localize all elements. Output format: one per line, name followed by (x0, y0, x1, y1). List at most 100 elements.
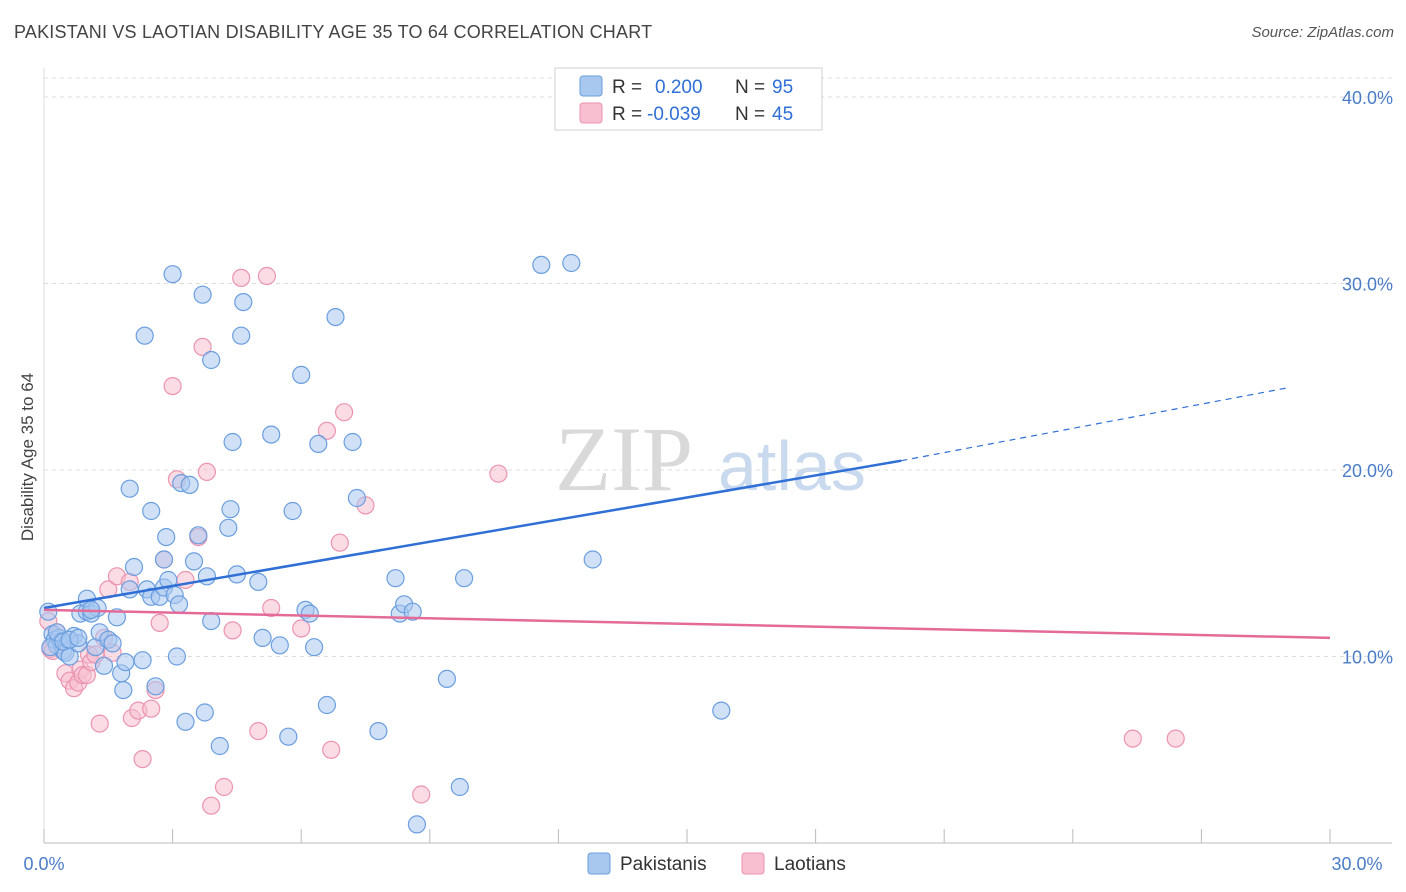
laotian-point (214, 777, 234, 797)
laotian-point (1166, 729, 1185, 748)
pakistani-point (455, 569, 474, 588)
chart-title: PAKISTANI VS LAOTIAN DISABILITY AGE 35 T… (14, 22, 653, 42)
laotian-point (489, 464, 508, 483)
pakistani-point (407, 815, 426, 834)
laotian-points (39, 266, 1185, 815)
pakistani-point (347, 488, 366, 508)
pakistani-point (403, 602, 422, 621)
pakistani-point (437, 669, 456, 689)
pakistani-point (184, 552, 204, 571)
pakistani-point (94, 656, 114, 675)
pakistani-point (146, 677, 165, 696)
y-tick-label: 20.0% (1342, 461, 1393, 481)
pakistani-point (124, 557, 144, 577)
legend-r-label-2: R = (612, 104, 642, 125)
pakistani-point (317, 695, 336, 715)
pakistani-point (157, 527, 176, 547)
legend-n-value-1: 95 (772, 77, 793, 98)
pakistani-trend-line (43, 459, 902, 610)
pakistani-point (133, 651, 152, 670)
pakistani-point (193, 285, 212, 304)
laotian-point (163, 377, 182, 396)
pakistani-point (107, 608, 127, 627)
legend-swatch-pakistani (579, 75, 603, 97)
laotian-point (412, 785, 431, 804)
pakistani-point (103, 634, 122, 653)
pakistani-point (116, 652, 135, 672)
pakistani-point (120, 479, 139, 498)
laotian-point (317, 421, 336, 440)
source-label: Source: ZipAtlas.com (1251, 24, 1394, 41)
y-tick-label: 40.0% (1342, 88, 1393, 108)
watermark-zip: ZIP (555, 408, 693, 510)
pakistani-point (221, 500, 240, 519)
pakistani-point (114, 680, 133, 700)
x-tick-label-max: 30.0% (1331, 854, 1382, 874)
pakistani-point (189, 526, 208, 545)
laotian-point (197, 462, 216, 481)
trend-lines (43, 387, 1331, 640)
pakistani-point (202, 350, 221, 370)
x-ticks (43, 829, 1331, 843)
pakistani-point (159, 570, 178, 590)
pakistani-point (300, 604, 319, 623)
y-tick-label: 10.0% (1342, 648, 1393, 668)
pakistani-point (262, 425, 281, 444)
bottom-legend-laotians: Laotians (774, 854, 846, 875)
pakistani-point (279, 727, 298, 746)
legend-r-label-1: R = (612, 77, 642, 98)
bottom-legend-pakistanis: Pakistanis (620, 854, 707, 875)
pakistani-point (167, 647, 186, 666)
watermark-atlas: atlas (718, 427, 866, 505)
pakistani-point (180, 475, 199, 494)
laotian-point (223, 621, 242, 640)
pakistani-point (270, 636, 289, 655)
pakistani-point (202, 611, 221, 631)
pakistani-point (154, 550, 174, 569)
bottom-legend-swatch-laotian (741, 852, 765, 875)
grid (44, 77, 1392, 657)
pakistani-points (39, 253, 731, 834)
laotian-point (232, 268, 251, 287)
pakistani-point (369, 721, 388, 741)
pakistani-trend-extension (901, 387, 1288, 462)
pakistani-point (450, 777, 469, 797)
pakistani-point (163, 265, 182, 284)
pakistani-point (583, 550, 602, 569)
pakistani-point (343, 432, 362, 452)
laotian-point (90, 714, 109, 733)
bottom-legend-swatch-pakistani (587, 852, 611, 875)
pakistani-point (219, 518, 238, 537)
laotian-trend-line (43, 608, 1331, 640)
pakistani-point (253, 628, 272, 648)
pakistani-point (232, 326, 251, 345)
bottom-legend: Pakistanis Laotians (587, 852, 846, 875)
pakistani-point (386, 569, 405, 588)
laotian-point (202, 796, 221, 815)
laotian-point (1123, 729, 1142, 748)
laotian-point (262, 598, 281, 618)
pakistani-point (176, 712, 195, 731)
pakistani-point (135, 326, 154, 345)
pakistani-point (142, 501, 161, 521)
laotian-point (249, 721, 268, 741)
pakistani-point (562, 253, 581, 273)
y-tick-labels: 10.0% 20.0% 30.0% 40.0% (1342, 88, 1393, 668)
y-tick-label: 30.0% (1342, 275, 1393, 295)
pakistani-point (169, 595, 189, 614)
laotian-point (133, 749, 152, 769)
laotian-point (335, 403, 354, 422)
pakistani-point (223, 432, 242, 452)
laotian-point (142, 699, 161, 718)
x-tick-label-min: 0.0% (23, 854, 64, 874)
legend-n-label-1: N = (735, 77, 765, 98)
pakistani-point (532, 255, 551, 274)
legend: R = 0.200 N = 95 R = -0.039 N = 45 (554, 67, 823, 131)
legend-r-value-1: 0.200 (655, 77, 703, 98)
laotian-point (150, 613, 169, 633)
pakistani-point (210, 736, 229, 756)
y-axis-title: Disability Age 35 to 64 (18, 373, 37, 541)
legend-n-label-2: N = (735, 104, 765, 125)
laotian-point (322, 740, 341, 759)
